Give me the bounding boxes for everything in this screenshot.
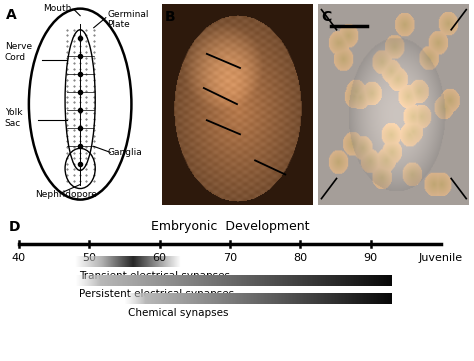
Text: Transient electrical synapses: Transient electrical synapses bbox=[79, 271, 229, 281]
Text: 50: 50 bbox=[82, 253, 96, 263]
Text: D: D bbox=[8, 221, 20, 234]
Text: Nerve
Cord: Nerve Cord bbox=[5, 42, 32, 62]
Text: Chemical synapses: Chemical synapses bbox=[128, 308, 228, 318]
Text: 80: 80 bbox=[293, 253, 308, 263]
Text: 60: 60 bbox=[153, 253, 166, 263]
Text: Germinal
Plate: Germinal Plate bbox=[107, 10, 149, 29]
Text: Ganglia: Ganglia bbox=[107, 148, 142, 157]
Text: 70: 70 bbox=[223, 253, 237, 263]
Text: C: C bbox=[321, 10, 332, 23]
Text: Embryonic  Development: Embryonic Development bbox=[151, 221, 309, 234]
Text: A: A bbox=[6, 8, 17, 22]
Text: Mouth: Mouth bbox=[43, 4, 71, 13]
Text: Yolk
Sac: Yolk Sac bbox=[5, 109, 22, 128]
Text: Persistent electrical synapses: Persistent electrical synapses bbox=[79, 290, 234, 299]
Text: 90: 90 bbox=[364, 253, 378, 263]
Text: B: B bbox=[164, 10, 175, 23]
Text: Nephridopore: Nephridopore bbox=[35, 190, 97, 199]
Text: 40: 40 bbox=[12, 253, 26, 263]
Text: Juvenile: Juvenile bbox=[419, 253, 463, 263]
